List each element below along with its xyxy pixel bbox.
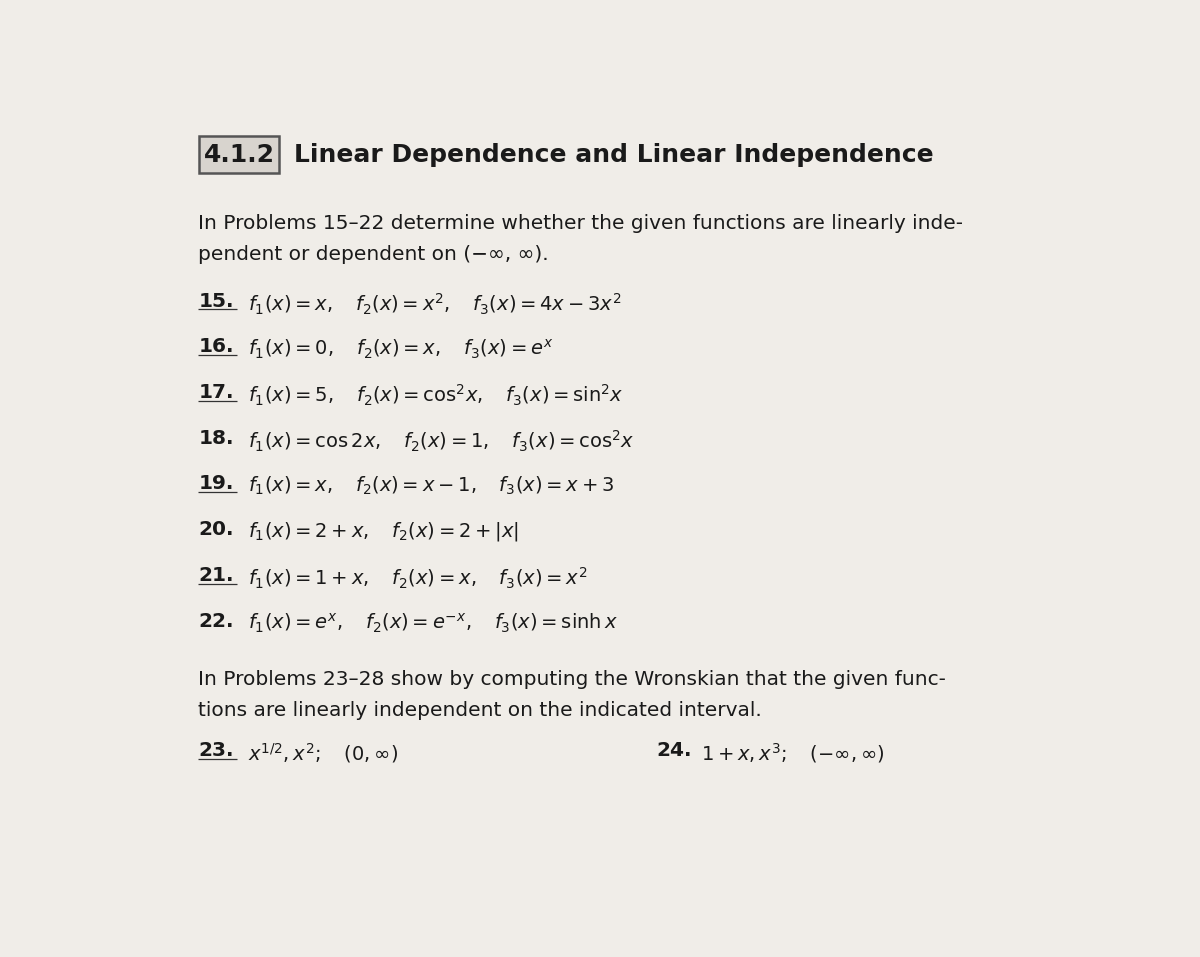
- Text: $f_1(x) = 5, \quad f_2(x) = \cos^2\!x, \quad f_3(x) = \sin^2\!x$: $f_1(x) = 5, \quad f_2(x) = \cos^2\!x, \…: [247, 383, 623, 409]
- Text: 21.: 21.: [198, 566, 234, 585]
- Text: $1 + x, x^3; \quad (-\infty, \infty)$: $1 + x, x^3; \quad (-\infty, \infty)$: [701, 741, 884, 765]
- FancyBboxPatch shape: [199, 136, 280, 173]
- Text: 24.: 24.: [656, 741, 692, 760]
- Text: 4.1.2: 4.1.2: [204, 143, 275, 167]
- Text: $f_1(x) = x, \quad f_2(x) = x - 1, \quad f_3(x) = x + 3$: $f_1(x) = x, \quad f_2(x) = x - 1, \quad…: [247, 475, 613, 497]
- Text: In Problems 23–28 show by computing the Wronskian that the given func-: In Problems 23–28 show by computing the …: [198, 671, 947, 689]
- Text: $f_1(x) = e^x, \quad f_2(x) = e^{-x}, \quad f_3(x) = \sinh x$: $f_1(x) = e^x, \quad f_2(x) = e^{-x}, \q…: [247, 612, 618, 634]
- Text: 18.: 18.: [198, 429, 234, 448]
- Text: In Problems 15–22 determine whether the given functions are linearly inde-: In Problems 15–22 determine whether the …: [198, 214, 964, 234]
- Text: $f_1(x) = 1 + x, \quad f_2(x) = x, \quad f_3(x) = x^2$: $f_1(x) = 1 + x, \quad f_2(x) = x, \quad…: [247, 566, 587, 591]
- Text: 22.: 22.: [198, 612, 234, 631]
- Text: $f_1(x) = \cos 2x, \quad f_2(x) = 1, \quad f_3(x) = \cos^2\!x$: $f_1(x) = \cos 2x, \quad f_2(x) = 1, \qu…: [247, 429, 635, 454]
- Text: $x^{1/2}, x^2; \quad (0, \infty)$: $x^{1/2}, x^2; \quad (0, \infty)$: [247, 741, 398, 765]
- Text: 16.: 16.: [198, 338, 234, 356]
- Text: 15.: 15.: [198, 292, 234, 311]
- Text: $f_1(x) = 0, \quad f_2(x) = x, \quad f_3(x) = e^x$: $f_1(x) = 0, \quad f_2(x) = x, \quad f_3…: [247, 338, 553, 361]
- Text: tions are linearly independent on the indicated interval.: tions are linearly independent on the in…: [198, 701, 762, 721]
- Text: 20.: 20.: [198, 521, 234, 539]
- Text: 23.: 23.: [198, 741, 234, 760]
- Text: $f_1(x) = 2 + x, \quad f_2(x) = 2 + |x|$: $f_1(x) = 2 + x, \quad f_2(x) = 2 + |x|$: [247, 521, 518, 544]
- Text: $f_1(x) = x, \quad f_2(x) = x^2, \quad f_3(x) = 4x - 3x^2$: $f_1(x) = x, \quad f_2(x) = x^2, \quad f…: [247, 292, 622, 317]
- Text: pendent or dependent on (−∞, ∞).: pendent or dependent on (−∞, ∞).: [198, 245, 548, 264]
- Text: Linear Dependence and Linear Independence: Linear Dependence and Linear Independenc…: [294, 143, 934, 167]
- Text: 19.: 19.: [198, 475, 234, 494]
- Text: 17.: 17.: [198, 383, 234, 402]
